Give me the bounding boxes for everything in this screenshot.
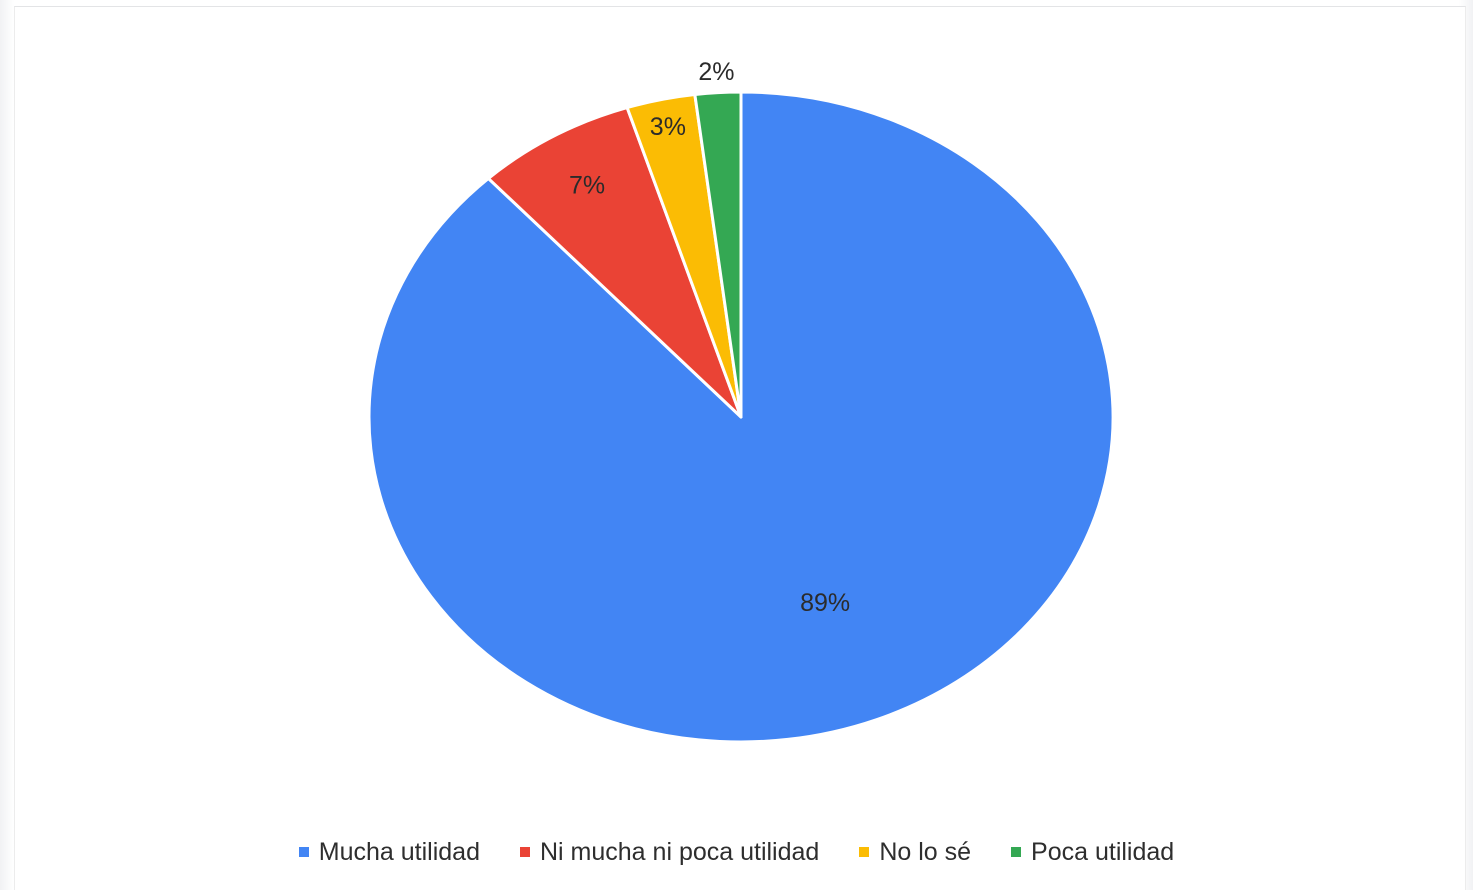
legend-swatch-icon bbox=[859, 847, 870, 857]
pie-labels: 89% 7% 3% 2% bbox=[569, 58, 850, 617]
slice-value-label: 7% bbox=[569, 172, 605, 200]
legend-label: Poca utilidad bbox=[1031, 837, 1175, 866]
legend-swatch-icon bbox=[520, 847, 530, 857]
legend-label: No lo sé bbox=[879, 837, 972, 866]
legend-item: Poca utilidad bbox=[1011, 838, 1174, 867]
legend-item: No lo sé bbox=[859, 838, 971, 867]
pie-slice-poca-utilidad bbox=[693, 90, 743, 419]
pie-slices bbox=[367, 90, 1115, 744]
legend-item: Mucha utilidad bbox=[298, 837, 480, 867]
pie-slice-ni-mucha-ni-poca-utilidad bbox=[486, 106, 743, 419]
legend-label: Mucha utilidad bbox=[318, 837, 480, 866]
legend-swatch-icon bbox=[298, 847, 309, 857]
legend-swatch-icon bbox=[1011, 847, 1022, 857]
slice-value-label: 89% bbox=[800, 589, 850, 617]
chart-legend: Mucha utilidad Ni mucha ni poca utilidad N… bbox=[0, 834, 1473, 870]
legend-item: Ni mucha ni poca utilidad bbox=[520, 838, 819, 867]
slice-value-label: 3% bbox=[650, 113, 686, 141]
legend-label: Ni mucha ni poca utilidad bbox=[540, 837, 820, 866]
slice-value-label: 2% bbox=[698, 58, 734, 86]
